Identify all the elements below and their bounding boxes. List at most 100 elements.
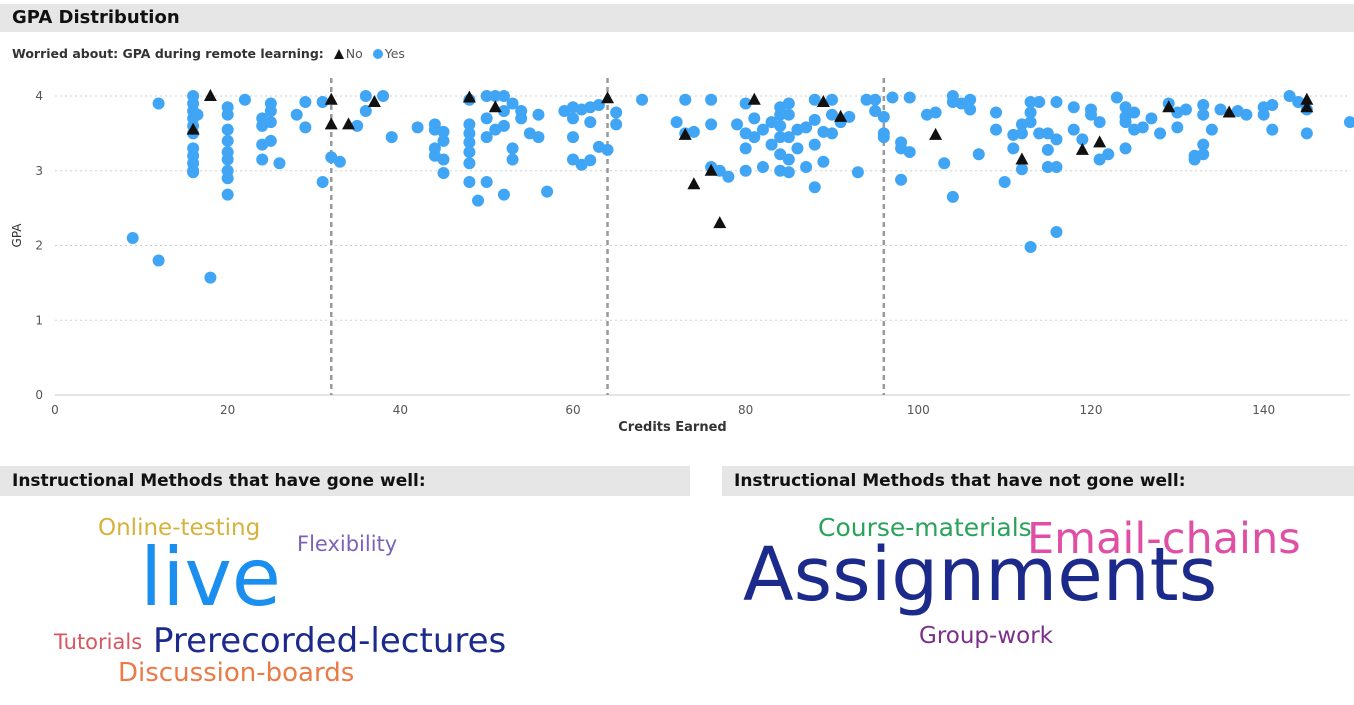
data-point-no — [687, 177, 701, 190]
data-point-yes — [463, 157, 476, 170]
data-point-yes — [1119, 142, 1132, 155]
data-point-yes — [1171, 121, 1184, 134]
y-tick-label: 1 — [35, 313, 43, 327]
data-point-yes — [731, 118, 744, 131]
data-point-yes — [1205, 123, 1218, 136]
data-point-yes — [877, 131, 890, 144]
data-point-yes — [877, 110, 890, 123]
word-online-testing[interactable]: Online-testing — [98, 515, 261, 541]
data-point-yes — [756, 123, 769, 136]
word-group-work[interactable]: Group-work — [919, 623, 1053, 649]
data-point-yes — [869, 104, 882, 117]
data-point-no — [713, 216, 727, 229]
x-tick-label: 80 — [738, 403, 753, 417]
data-point-no — [678, 127, 692, 140]
data-point-no — [1300, 92, 1314, 105]
data-point-yes — [1024, 116, 1037, 129]
data-point-yes — [748, 131, 761, 144]
data-point-yes — [998, 175, 1011, 188]
data-point-yes — [895, 173, 908, 186]
data-point-yes — [774, 108, 787, 121]
data-point-yes — [808, 181, 821, 194]
data-point-no — [186, 122, 200, 135]
data-point-yes — [1007, 142, 1020, 155]
data-point-no — [816, 94, 830, 107]
data-point-yes — [782, 153, 795, 166]
word-email-chains[interactable]: Email-chains — [1027, 514, 1301, 564]
data-point-yes — [1033, 95, 1046, 108]
data-point-yes — [1154, 127, 1167, 140]
data-point-yes — [359, 90, 372, 102]
data-point-yes — [782, 131, 795, 144]
word-prerecorded-lectures[interactable]: Prerecorded-lectures — [153, 621, 507, 661]
word-live[interactable]: live — [140, 531, 282, 624]
data-point-yes — [221, 172, 234, 185]
data-point-yes — [1050, 161, 1063, 174]
data-point-yes — [506, 142, 519, 155]
data-point-yes — [808, 138, 821, 151]
data-point-no — [342, 117, 356, 130]
data-point-yes — [903, 91, 916, 104]
data-point-yes — [1128, 106, 1141, 119]
data-point-yes — [385, 131, 398, 144]
data-point-no — [1222, 105, 1236, 118]
word-assignments[interactable]: Assignments — [743, 532, 1218, 618]
data-point-yes — [800, 161, 813, 174]
legend-item-no[interactable]: No — [345, 46, 363, 61]
data-point-yes — [480, 131, 493, 144]
data-point-yes — [221, 188, 234, 201]
data-point-yes — [567, 131, 579, 144]
data-point-yes — [1024, 106, 1037, 119]
data-point-yes — [1188, 153, 1201, 166]
data-point-yes — [670, 116, 683, 129]
data-point-yes — [1119, 116, 1132, 129]
data-point-yes — [187, 166, 200, 179]
data-point-yes — [808, 113, 821, 126]
data-point-no — [1015, 152, 1029, 165]
data-point-yes — [739, 164, 752, 177]
x-tick-label: 140 — [1252, 403, 1275, 417]
data-point-yes — [1050, 133, 1063, 146]
data-point-yes — [791, 142, 804, 155]
data-point-yes — [515, 112, 528, 125]
word-flexibility[interactable]: Flexibility — [297, 532, 398, 556]
data-point-yes — [903, 146, 916, 159]
legend-item-yes[interactable]: Yes — [384, 46, 405, 61]
data-point-yes — [1076, 133, 1089, 146]
data-point-yes — [636, 93, 649, 106]
data-point-yes — [411, 121, 424, 134]
data-point-yes — [1266, 123, 1279, 136]
data-point-yes — [480, 90, 493, 102]
wordcloud-right-title: Instructional Methods that have not gone… — [722, 466, 1354, 496]
data-point-no — [367, 94, 381, 107]
word-tutorials[interactable]: Tutorials — [54, 630, 143, 654]
y-tick-label: 0 — [35, 388, 43, 402]
data-point-yes — [191, 108, 204, 121]
data-point-no — [1093, 135, 1107, 148]
data-point-no — [462, 90, 476, 103]
data-point-yes — [748, 112, 761, 125]
word-course-materials[interactable]: Course-materials — [818, 513, 1032, 542]
data-point-no — [324, 117, 338, 130]
data-point-yes — [610, 106, 623, 119]
data-point-yes — [739, 97, 752, 110]
data-point-yes — [463, 127, 476, 140]
data-point-yes — [584, 154, 597, 167]
data-point-yes — [584, 116, 597, 129]
legend: Worried about: GPA during remote learnin… — [12, 46, 405, 61]
data-point-yes — [972, 148, 985, 161]
x-tick-label: 60 — [565, 403, 580, 417]
y-tick-label: 3 — [35, 164, 43, 178]
data-point-yes — [1041, 161, 1054, 174]
data-point-yes — [506, 153, 519, 166]
chart-title: GPA Distribution — [0, 4, 1354, 32]
data-point-yes — [1085, 108, 1097, 121]
data-point-yes — [437, 125, 450, 138]
data-point-yes — [964, 93, 977, 106]
data-point-yes — [1067, 101, 1080, 114]
word-discussion-boards[interactable]: Discussion-boards — [118, 658, 355, 688]
data-point-yes — [860, 93, 873, 106]
data-point-yes — [843, 110, 856, 123]
data-point-no — [488, 100, 502, 113]
